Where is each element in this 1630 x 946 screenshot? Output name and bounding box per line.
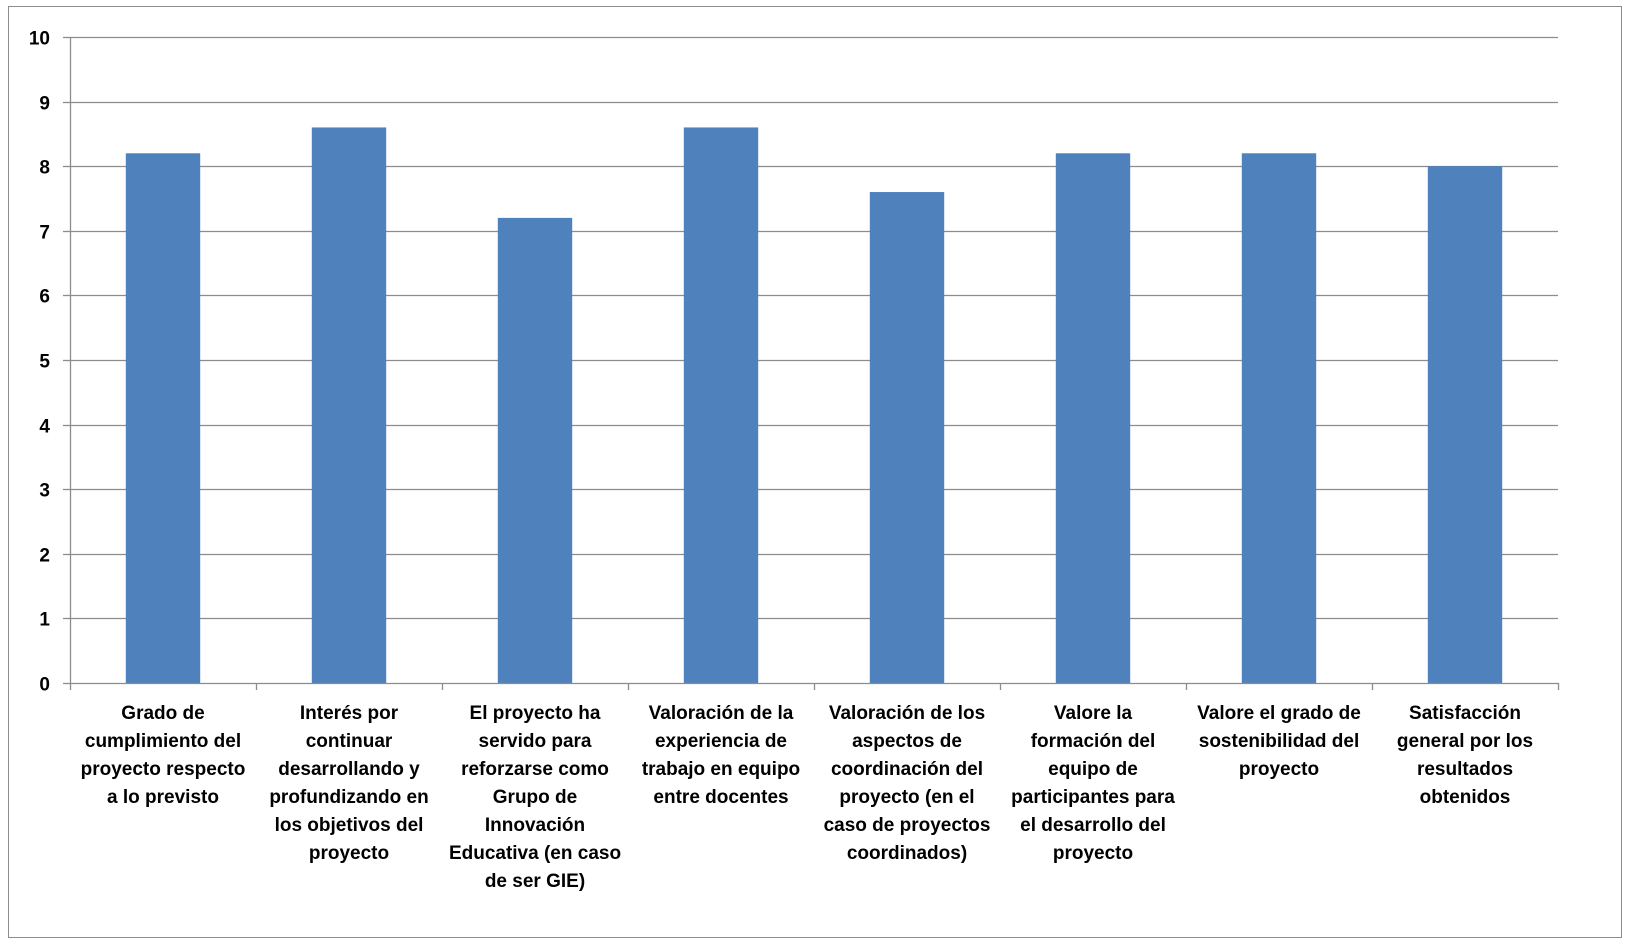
x-category-label-line: proyecto (en el [839,787,974,808]
x-category-label-line: Valore el grado de [1197,703,1361,724]
x-category-label-line: aspectos de [852,731,962,752]
y-tick-label: 10 [29,29,50,50]
x-category-label-line: reforzarse como [461,759,609,780]
y-tick-label: 4 [39,417,50,438]
x-category-label: Interés por continuar desarrollando y profu… [269,703,428,864]
x-category-label: Valoración de la experiencia de trabajo en… [642,703,800,808]
x-category-label-line: formación del [1031,731,1156,752]
x-category-label-line: proyecto [1053,843,1133,864]
x-category-labels: Grado de cumplimiento del proyecto respect… [81,703,1533,892]
x-category-label-line: Grupo de [493,787,577,808]
x-category-label: Valoración de los aspectos de coordinación… [824,703,991,864]
x-category-label-line: Grado de [121,703,204,724]
x-category-label-line: Valoración de los [829,703,985,724]
x-category-label-line: Valore la [1054,703,1133,724]
y-tick-label: 6 [39,287,50,308]
x-category-label-line: Interés por [300,703,399,724]
x-category-label-line: Educativa (en caso [449,843,621,864]
x-category-label-line: participantes para [1011,787,1175,808]
y-tick-label: 1 [39,610,50,631]
y-tick-label: 0 [39,675,50,696]
bar [1055,153,1131,683]
x-category-label: Valore el grado de sostenibilidad del proy… [1197,703,1361,780]
y-tick-label: 3 [39,481,50,502]
x-category-label-line: experiencia de [655,731,787,752]
y-tick-label: 8 [39,158,50,179]
x-category-label-line: sostenibilidad del [1199,731,1359,752]
y-tick-label: 9 [39,94,50,115]
x-category-label-line: Innovación [485,815,585,836]
y-tick-label: 2 [39,546,50,567]
gridlines [70,36,1558,620]
bar [497,217,573,683]
x-category-label-line: caso de proyectos [824,815,991,836]
bar [1427,166,1503,683]
x-category-label-line: continuar [306,731,393,752]
x-category-label-line: Satisfacción [1409,703,1521,724]
x-category-label: Satisfacción general por los resultados obt… [1397,703,1533,808]
x-category-label: El proyecto ha servido para reforzarse com… [449,703,621,892]
bar [869,192,945,684]
x-category-label-line: cumplimiento del [85,731,241,752]
x-category-label: Valore la formación del equipo de participa… [1011,703,1175,864]
x-category-label-line: servido para [479,731,592,752]
x-category-label-line: resultados [1417,759,1513,780]
x-category-label-line: proyecto [1239,759,1319,780]
x-category-label-line: equipo de [1048,759,1138,780]
axes [63,36,1560,690]
x-category-label-line: proyecto respecto [81,759,246,780]
bar [125,153,201,683]
x-category-label-line: profundizando en [269,787,428,808]
bar [683,127,759,683]
x-category-label-line: El proyecto ha [470,703,601,724]
x-category-label-line: proyecto [309,843,389,864]
bars [125,127,1503,684]
y-tick-label: 7 [39,223,50,244]
x-category-label-line: obtenidos [1420,787,1511,808]
y-tick-label: 5 [39,352,50,373]
x-category-label-line: Valoración de la [649,703,794,724]
x-category-label-line: coordinación del [831,759,983,780]
chart-frame [8,6,1622,938]
x-category-label-line: coordinados) [847,843,967,864]
x-category-label-line: desarrollando y [278,759,420,780]
bar [1241,153,1317,683]
x-category-label: Grado de cumplimiento del proyecto respect… [81,703,246,808]
x-category-label-line: entre docentes [653,787,788,808]
x-category-label-line: los objetivos del [275,815,424,836]
x-category-label-line: el desarrollo del [1020,815,1166,836]
bar [311,127,387,683]
x-category-label-line: trabajo en equipo [642,759,800,780]
x-category-label-line: general por los [1397,731,1533,752]
x-category-label-line: a lo previsto [107,787,219,808]
y-tick-labels: 0 1 2 3 4 5 6 7 8 9 10 [29,29,51,696]
x-category-label-line: de ser GIE) [485,871,585,892]
